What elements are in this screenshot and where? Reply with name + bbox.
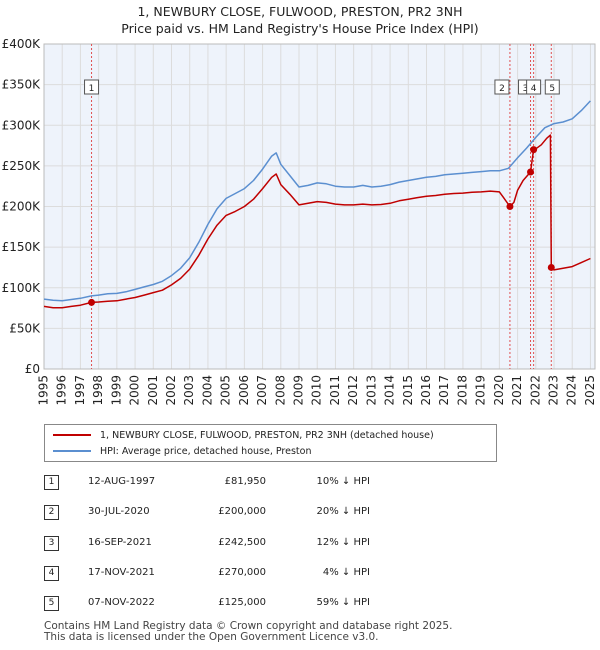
footer: Contains HM Land Registry data © Crown c… (44, 621, 452, 643)
x-tick-label: 2012 (346, 375, 360, 406)
table-row: 2 30-JUL-2020 £200,000 20% ↓ HPI (44, 505, 444, 521)
marker-box-label-3: 3 (523, 84, 529, 94)
y-tick-label: £0 (25, 362, 40, 376)
y-tick-label: £250K (2, 159, 42, 173)
legend-label-property: 1, NEWBURY CLOSE, FULWOOD, PRESTON, PR2 … (100, 429, 434, 441)
x-tick-label: 2022 (528, 375, 542, 406)
marker-box-label-5: 5 (549, 84, 555, 94)
sale-point-4 (530, 146, 538, 154)
row-date: 12-AUG-1997 (88, 476, 156, 487)
footer-copyright: Contains HM Land Registry data © Crown c… (44, 620, 453, 632)
title-line-1: 1, NEWBURY CLOSE, FULWOOD, PRESTON, PR2 … (137, 4, 463, 19)
x-tick-label: 1997 (73, 375, 87, 406)
row-number-badge: 1 (44, 475, 59, 490)
x-tick-label: 1999 (109, 375, 123, 406)
row-price: £125,000 (218, 597, 266, 608)
row-number-badge: 2 (44, 505, 59, 520)
y-tick-label: £350K (2, 78, 42, 92)
marker-box-label-2: 2 (499, 84, 505, 94)
legend-swatch-blue (53, 450, 91, 452)
x-tick-label: 2000 (128, 375, 142, 406)
x-tick-label: 1996 (55, 375, 69, 406)
row-date: 07-NOV-2022 (88, 597, 155, 608)
x-tick-label: 2025 (583, 375, 597, 406)
x-tick-label: 2016 (419, 375, 433, 406)
row-hpi-diff: 12% ↓ HPI (316, 537, 370, 548)
marker-box-label-1: 1 (89, 84, 95, 94)
row-hpi-diff: 10% ↓ HPI (316, 476, 370, 487)
sale-point-5 (547, 263, 555, 271)
row-hpi-diff: 20% ↓ HPI (316, 506, 370, 517)
x-tick-label: 1995 (37, 375, 51, 406)
x-tick-label: 2023 (547, 375, 561, 406)
row-date: 30-JUL-2020 (88, 506, 150, 517)
table-row: 3 16-SEP-2021 £242,500 12% ↓ HPI (44, 536, 444, 552)
x-tick-label: 2002 (164, 375, 178, 406)
row-number-badge: 5 (44, 596, 59, 611)
x-tick-label: 2011 (328, 375, 342, 406)
row-date: 16-SEP-2021 (88, 537, 152, 548)
x-tick-label: 2007 (255, 375, 269, 406)
hpi-series-line (43, 100, 591, 302)
footer-license: This data is licensed under the Open Gov… (44, 631, 379, 643)
row-hpi-diff: 4% ↓ HPI (322, 567, 370, 578)
row-price: £242,500 (218, 537, 266, 548)
table-row: 5 07-NOV-2022 £125,000 59% ↓ HPI (44, 596, 444, 612)
x-tick-label: 2006 (237, 375, 251, 406)
legend-item-hpi: HPI: Average price, detached house, Pres… (53, 444, 311, 458)
x-tick-label: 2018 (455, 375, 469, 406)
plot-border (43, 43, 596, 370)
marker-box-2 (494, 79, 510, 95)
y-tick-label: £400K (2, 37, 42, 51)
x-tick-label: 2013 (364, 375, 378, 406)
x-tick-label: 2024 (565, 375, 579, 406)
legend-swatch-red (53, 434, 91, 436)
x-tick-label: 2019 (474, 375, 488, 406)
y-tick-label: £200K (2, 200, 42, 214)
row-number-badge: 3 (44, 536, 59, 551)
row-date: 17-NOV-2021 (88, 567, 155, 578)
row-price: £200,000 (218, 506, 266, 517)
x-tick-label: 2003 (182, 375, 196, 406)
row-price: £81,950 (224, 476, 266, 487)
row-number-badge: 4 (44, 566, 59, 581)
chart-title: 1, NEWBURY CLOSE, FULWOOD, PRESTON, PR2 … (0, 3, 600, 37)
marker-box-label-4: 4 (531, 84, 537, 94)
property-series-line (43, 134, 591, 309)
x-tick-label: 2009 (292, 375, 306, 406)
title-line-2: Price paid vs. HM Land Registry's House … (121, 21, 479, 36)
x-tick-label: 2015 (401, 375, 415, 406)
row-price: £270,000 (218, 567, 266, 578)
sale-point-2 (506, 203, 514, 210)
marker-box-4 (526, 79, 542, 95)
y-tick-label: £150K (2, 240, 42, 254)
y-tick-label: £300K (2, 118, 42, 132)
x-tick-label: 2020 (492, 375, 506, 406)
y-tick-label: £100K (2, 281, 42, 295)
x-tick-label: 2014 (383, 375, 397, 406)
sale-point-1 (88, 298, 96, 306)
sale-point-3 (527, 168, 535, 176)
x-tick-label: 2010 (310, 375, 324, 406)
table-row: 4 17-NOV-2021 £270,000 4% ↓ HPI (44, 566, 444, 582)
x-tick-label: 2005 (219, 375, 233, 406)
x-tick-label: 2001 (146, 375, 160, 406)
marker-box-1 (84, 79, 100, 95)
row-hpi-diff: 59% ↓ HPI (316, 597, 370, 608)
legend: 1, NEWBURY CLOSE, FULWOOD, PRESTON, PR2 … (44, 424, 497, 462)
x-tick-label: 2017 (437, 375, 451, 406)
x-tick-label: 2004 (200, 375, 214, 406)
table-row: 1 12-AUG-1997 £81,950 10% ↓ HPI (44, 475, 444, 491)
legend-label-hpi: HPI: Average price, detached house, Pres… (100, 445, 312, 457)
legend-item-property: 1, NEWBURY CLOSE, FULWOOD, PRESTON, PR2 … (53, 428, 434, 442)
marker-box-5 (544, 79, 560, 95)
x-tick-label: 2021 (510, 375, 524, 406)
x-tick-label: 2008 (273, 375, 287, 406)
y-tick-label: £50K (9, 321, 41, 335)
price-chart: £0 £50K £100K £150K £200K £250K £300K £350K £400… (2, 37, 597, 406)
x-tick-label: 1998 (91, 375, 105, 406)
